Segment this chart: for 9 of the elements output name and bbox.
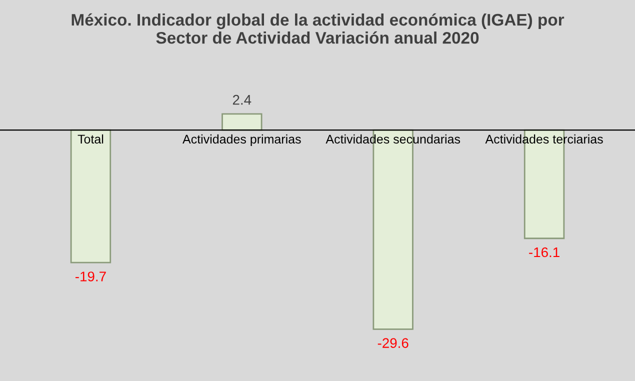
data-label: -19.7 [76,272,106,282]
data-label: -16.1 [529,247,560,258]
x-tick-label: Actividades primarias [182,134,301,146]
x-tick-label: Actividades terciarias [485,134,603,144]
chart-title: México. Indicador global de la actividad económica (IGAE) por Sector de Actividad Variación anual 2020 [72,13,564,44]
data-label: 2.4 [232,94,252,105]
x-tick-label: Actividades secundarias [326,134,460,144]
x-tick-label: Total [78,134,104,144]
data-label: -29.6 [378,338,408,348]
